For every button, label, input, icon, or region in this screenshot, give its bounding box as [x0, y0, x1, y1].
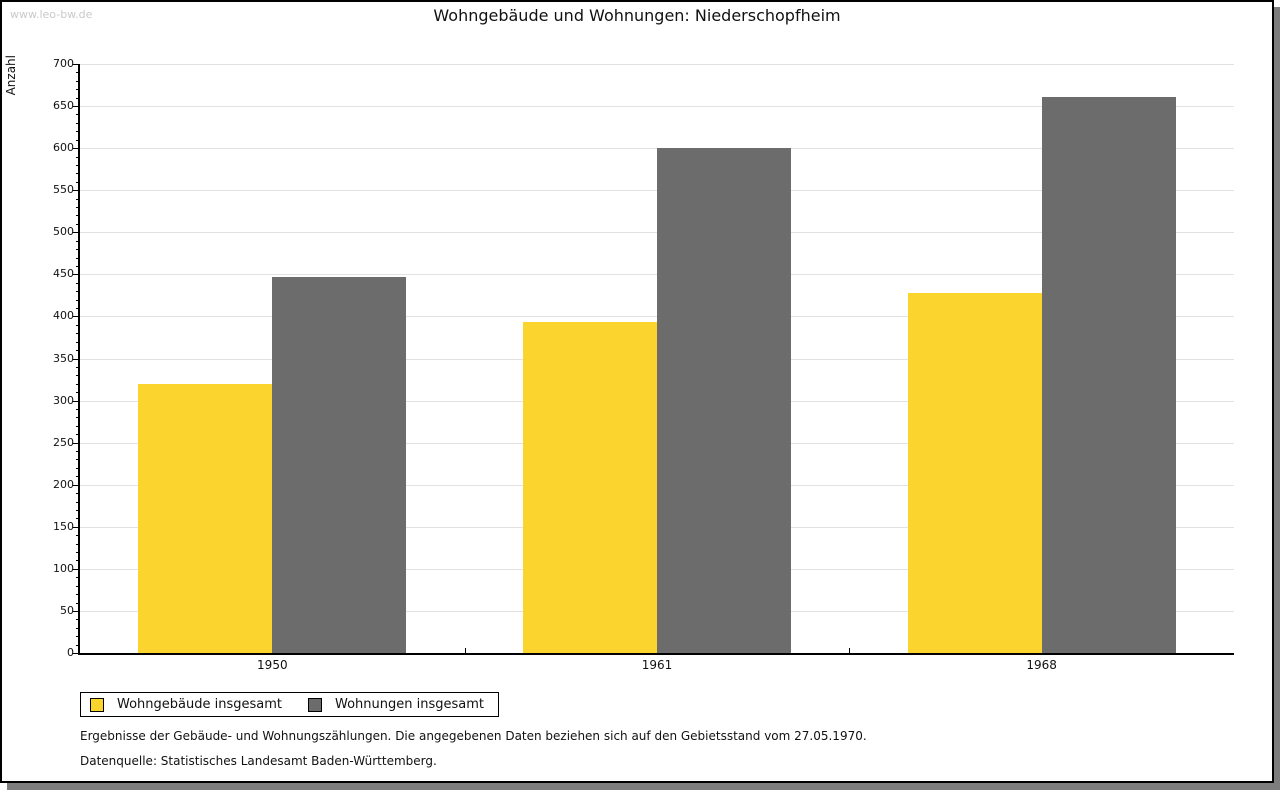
legend-swatch-icon — [90, 697, 104, 712]
bar-1950-series-0 — [138, 383, 273, 653]
x-category-label: 1950 — [257, 658, 288, 672]
y-major-tick — [73, 274, 80, 276]
y-major-tick — [73, 316, 80, 318]
x-category-label: 1968 — [1026, 658, 1057, 672]
y-tick-label: 50 — [60, 603, 74, 617]
bar-1950-series-1 — [272, 276, 407, 653]
legend: Wohngebäude insgesamt Wohnungen insgesamt — [80, 692, 499, 717]
legend-label: Wohngebäude insgesamt — [117, 697, 282, 712]
y-major-tick — [73, 610, 80, 612]
watermark: www.leo-bw.de — [10, 8, 93, 21]
y-tick-label: 300 — [53, 393, 74, 407]
y-tick-label: 0 — [67, 646, 74, 659]
legend-label: Wohnungen insgesamt — [335, 697, 484, 712]
y-major-tick — [73, 653, 80, 654]
bar-1961-series-1 — [657, 148, 791, 653]
legend-swatch-icon — [308, 697, 322, 712]
legend-item: Wohnungen insgesamt — [308, 697, 484, 712]
y-major-tick — [73, 148, 80, 150]
footnote-datenquelle: Datenquelle: Statistisches Landesamt Bad… — [80, 754, 437, 768]
y-major-tick — [73, 400, 80, 402]
y-major-tick — [73, 190, 80, 192]
y-tick-label: 650 — [53, 99, 74, 113]
y-major-tick — [73, 526, 80, 528]
y-tick-label: 100 — [53, 561, 74, 575]
y-major-tick — [73, 358, 80, 360]
y-major-tick — [73, 232, 80, 234]
y-tick-label: 450 — [53, 267, 74, 281]
gridline — [80, 106, 1234, 108]
y-tick-label: 400 — [53, 309, 74, 323]
y-major-tick — [73, 442, 80, 444]
bar-1968-series-1 — [1041, 96, 1176, 653]
chart-title: Wohngebäude und Wohnungen: Niederschopfh… — [433, 6, 841, 25]
y-major-tick — [73, 106, 80, 108]
y-tick-label: 350 — [53, 351, 74, 365]
bar-1961-series-0 — [523, 322, 657, 653]
y-axis-title: Anzahl — [4, 55, 18, 96]
y-tick-label: 250 — [53, 435, 74, 449]
y-axis-line — [78, 64, 80, 655]
x-boundary-tick — [849, 648, 851, 653]
gridline — [80, 64, 1234, 65]
bar-1968-series-0 — [907, 292, 1042, 653]
y-tick-label: 700 — [53, 57, 74, 70]
y-tick-label: 600 — [53, 141, 74, 155]
y-major-tick — [73, 64, 80, 65]
legend-item: Wohngebäude insgesamt — [90, 697, 282, 712]
x-axis-line — [78, 653, 1234, 655]
x-category-label: 1961 — [641, 658, 673, 672]
y-tick-label: 150 — [53, 519, 74, 533]
y-tick-label: 200 — [53, 477, 74, 491]
y-tick-label: 550 — [53, 183, 74, 197]
footnote-gebietsstand: Ergebnisse der Gebäude- und Wohnungszähl… — [80, 729, 867, 743]
y-tick-label: 500 — [53, 225, 74, 239]
x-boundary-tick — [464, 648, 466, 653]
y-major-tick — [73, 568, 80, 570]
y-major-tick — [73, 484, 80, 486]
